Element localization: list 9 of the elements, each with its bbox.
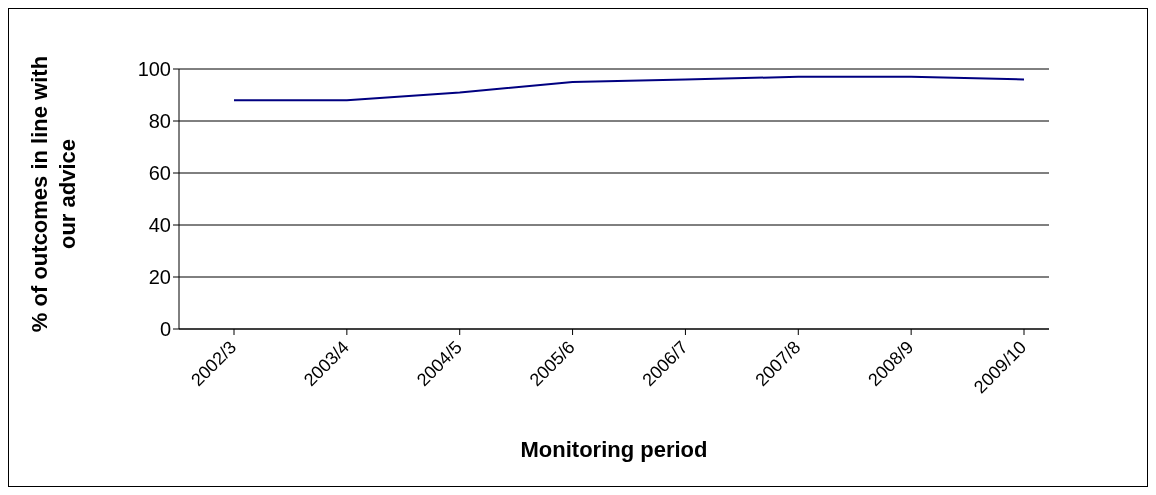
y-tick-label: 60 (148, 162, 171, 185)
y-tick-label: 100 (137, 58, 171, 81)
y-tick-label: 20 (148, 266, 171, 289)
y-axis-title: % of outcomes in line with our advice (27, 55, 80, 333)
y-tick-label: 0 (159, 318, 171, 341)
y-tick-label: 80 (148, 110, 171, 133)
y-tick-label: 40 (148, 214, 171, 237)
x-axis-title: Monitoring period (520, 437, 708, 462)
line-series (233, 75, 1025, 102)
